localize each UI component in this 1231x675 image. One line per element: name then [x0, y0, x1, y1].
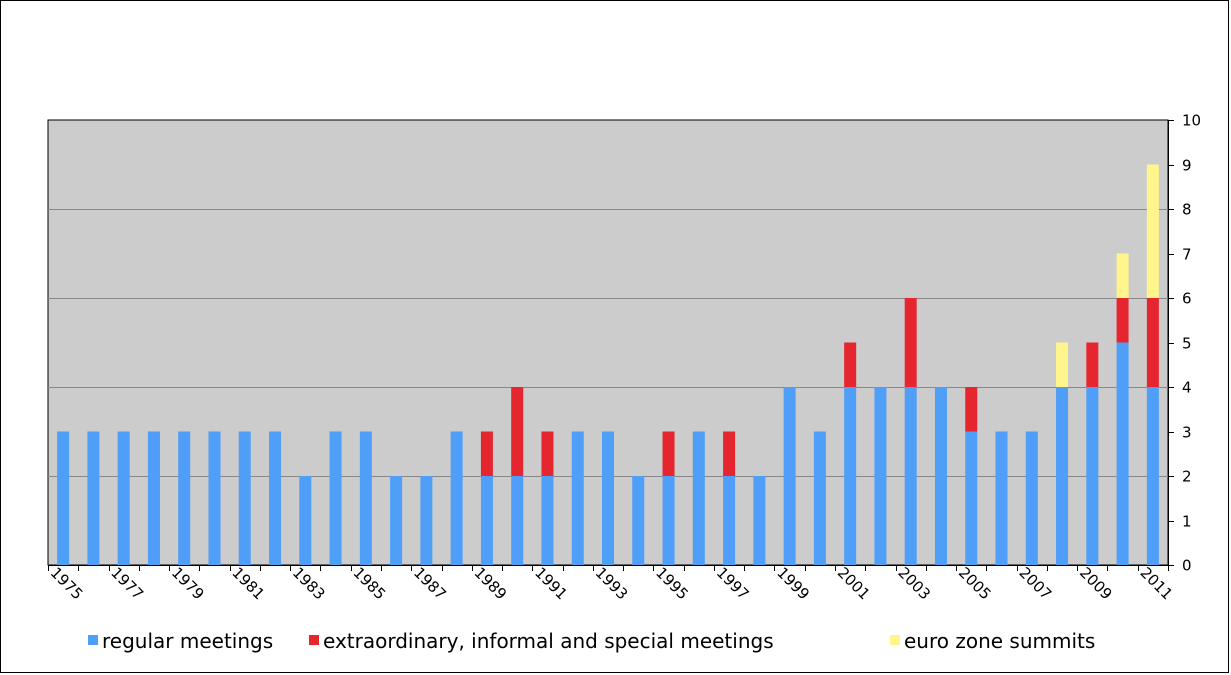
bar-1994-series-1 — [632, 476, 645, 565]
x-tick-label-1981: 1981 — [228, 564, 268, 604]
bar-2003-series-1 — [904, 387, 917, 565]
bar-2006-series-1 — [995, 431, 1008, 565]
legend: regular meetings extraordinary, informal … — [88, 629, 1095, 653]
x-tick-label-1985: 1985 — [350, 564, 390, 604]
bar-2005-series-1 — [965, 431, 978, 565]
bar-1990-series-2 — [511, 387, 524, 476]
x-tick-label-1983: 1983 — [289, 564, 329, 604]
bar-1979-series-1 — [178, 431, 191, 565]
x-axis-ticks: 1975 1977 1979 1981 1983 1985 1987 1989 1991 1993… — [47, 564, 1176, 604]
x-tick-label-2001: 2001 — [834, 564, 874, 604]
x-tick-label-2011: 2011 — [1137, 564, 1177, 604]
bar-2001-series-1 — [844, 387, 857, 565]
bar-1980-series-1 — [208, 431, 221, 565]
bar-2001-series-2 — [844, 342, 857, 387]
x-tick-label-1999: 1999 — [773, 564, 813, 604]
bar-1983-series-1 — [299, 476, 312, 565]
x-tick-label-1977: 1977 — [107, 564, 147, 604]
bar-1976-series-1 — [87, 431, 100, 565]
y-tick-label-3: 3 — [1182, 424, 1192, 442]
bar-1985-series-1 — [359, 431, 372, 565]
bar-1977-series-1 — [117, 431, 130, 565]
bar-2000-series-1 — [813, 431, 826, 565]
bar-1998-series-1 — [753, 476, 766, 565]
bar-1992-series-1 — [571, 431, 584, 565]
bar-2010-series-2 — [1116, 298, 1129, 343]
x-tick-label-1997: 1997 — [713, 564, 753, 604]
x-tick-label-2009: 2009 — [1076, 564, 1116, 604]
y-tick-label-9: 9 — [1182, 157, 1192, 175]
y-tick-label-8: 8 — [1182, 201, 1192, 219]
bar-1986-series-1 — [390, 476, 403, 565]
bar-1984-series-1 — [329, 431, 342, 565]
bar-2004-series-1 — [934, 387, 947, 565]
bar-2009-series-1 — [1086, 387, 1099, 565]
y-tick-label-6: 6 — [1182, 290, 1192, 308]
x-tick-label-1979: 1979 — [168, 564, 208, 604]
x-tick-label-1995: 1995 — [652, 564, 692, 604]
y-axis-ticks: 0 1 2 3 4 5 6 7 8 9 10 — [1168, 112, 1201, 575]
legend-swatch-1 — [88, 635, 98, 645]
bar-1989-series-2 — [480, 431, 493, 476]
bar-2007-series-1 — [1025, 431, 1038, 565]
x-tick-label-1987: 1987 — [410, 564, 450, 604]
bar-1999-series-1 — [783, 387, 796, 565]
x-tick-label-1991: 1991 — [531, 564, 571, 604]
bar-1987-series-1 — [420, 476, 433, 565]
x-tick-label-1993: 1993 — [592, 564, 632, 604]
y-tick-label-2: 2 — [1182, 468, 1192, 486]
legend-label-1: regular meetings — [102, 629, 273, 653]
bar-2002-series-1 — [874, 387, 887, 565]
bar-1990-series-1 — [511, 476, 524, 565]
bar-1995-series-2 — [662, 431, 675, 476]
bar-2008-series-3 — [1056, 342, 1069, 387]
x-tick-label-2003: 2003 — [894, 564, 934, 604]
bar-1975-series-1 — [57, 431, 70, 565]
y-tick-label-0: 0 — [1182, 557, 1192, 575]
bar-1995-series-1 — [662, 476, 675, 565]
y-tick-label-7: 7 — [1182, 246, 1192, 264]
bar-1978-series-1 — [147, 431, 160, 565]
y-tick-label-5: 5 — [1182, 335, 1192, 353]
legend-swatch-3 — [890, 635, 900, 645]
legend-label-3: euro zone summits — [904, 629, 1095, 653]
bar-1997-series-1 — [723, 476, 736, 565]
bars — [57, 164, 1159, 565]
y-tick-label-1: 1 — [1182, 513, 1192, 531]
bar-1988-series-1 — [450, 431, 463, 565]
bar-2010-series-1 — [1116, 342, 1129, 565]
bar-2010-series-3 — [1116, 253, 1129, 298]
bar-1996-series-1 — [692, 431, 705, 565]
bar-2005-series-2 — [965, 387, 978, 432]
x-tick-label-2007: 2007 — [1015, 564, 1055, 604]
legend-label-2: extraordinary, informal and special meet… — [323, 629, 774, 653]
bar-2009-series-2 — [1086, 342, 1099, 387]
x-tick-label-1989: 1989 — [471, 564, 511, 604]
legend-swatch-2 — [309, 635, 319, 645]
bar-1993-series-1 — [602, 431, 614, 565]
bar-1991-series-2 — [541, 431, 554, 476]
y-tick-label-10: 10 — [1182, 112, 1201, 130]
bar-2008-series-1 — [1056, 387, 1069, 565]
bar-1981-series-1 — [238, 431, 251, 565]
bar-1997-series-2 — [723, 431, 736, 476]
bar-1982-series-1 — [269, 431, 282, 565]
y-tick-label-4: 4 — [1182, 379, 1192, 397]
bar-2003-series-2 — [904, 298, 917, 387]
bar-2011-series-2 — [1146, 298, 1159, 387]
bar-1991-series-1 — [541, 476, 554, 565]
bar-1989-series-1 — [480, 476, 493, 565]
bar-2011-series-3 — [1146, 164, 1159, 298]
bar-2011-series-1 — [1146, 387, 1159, 565]
x-tick-label-1975: 1975 — [47, 564, 87, 604]
x-tick-label-2005: 2005 — [955, 564, 995, 604]
